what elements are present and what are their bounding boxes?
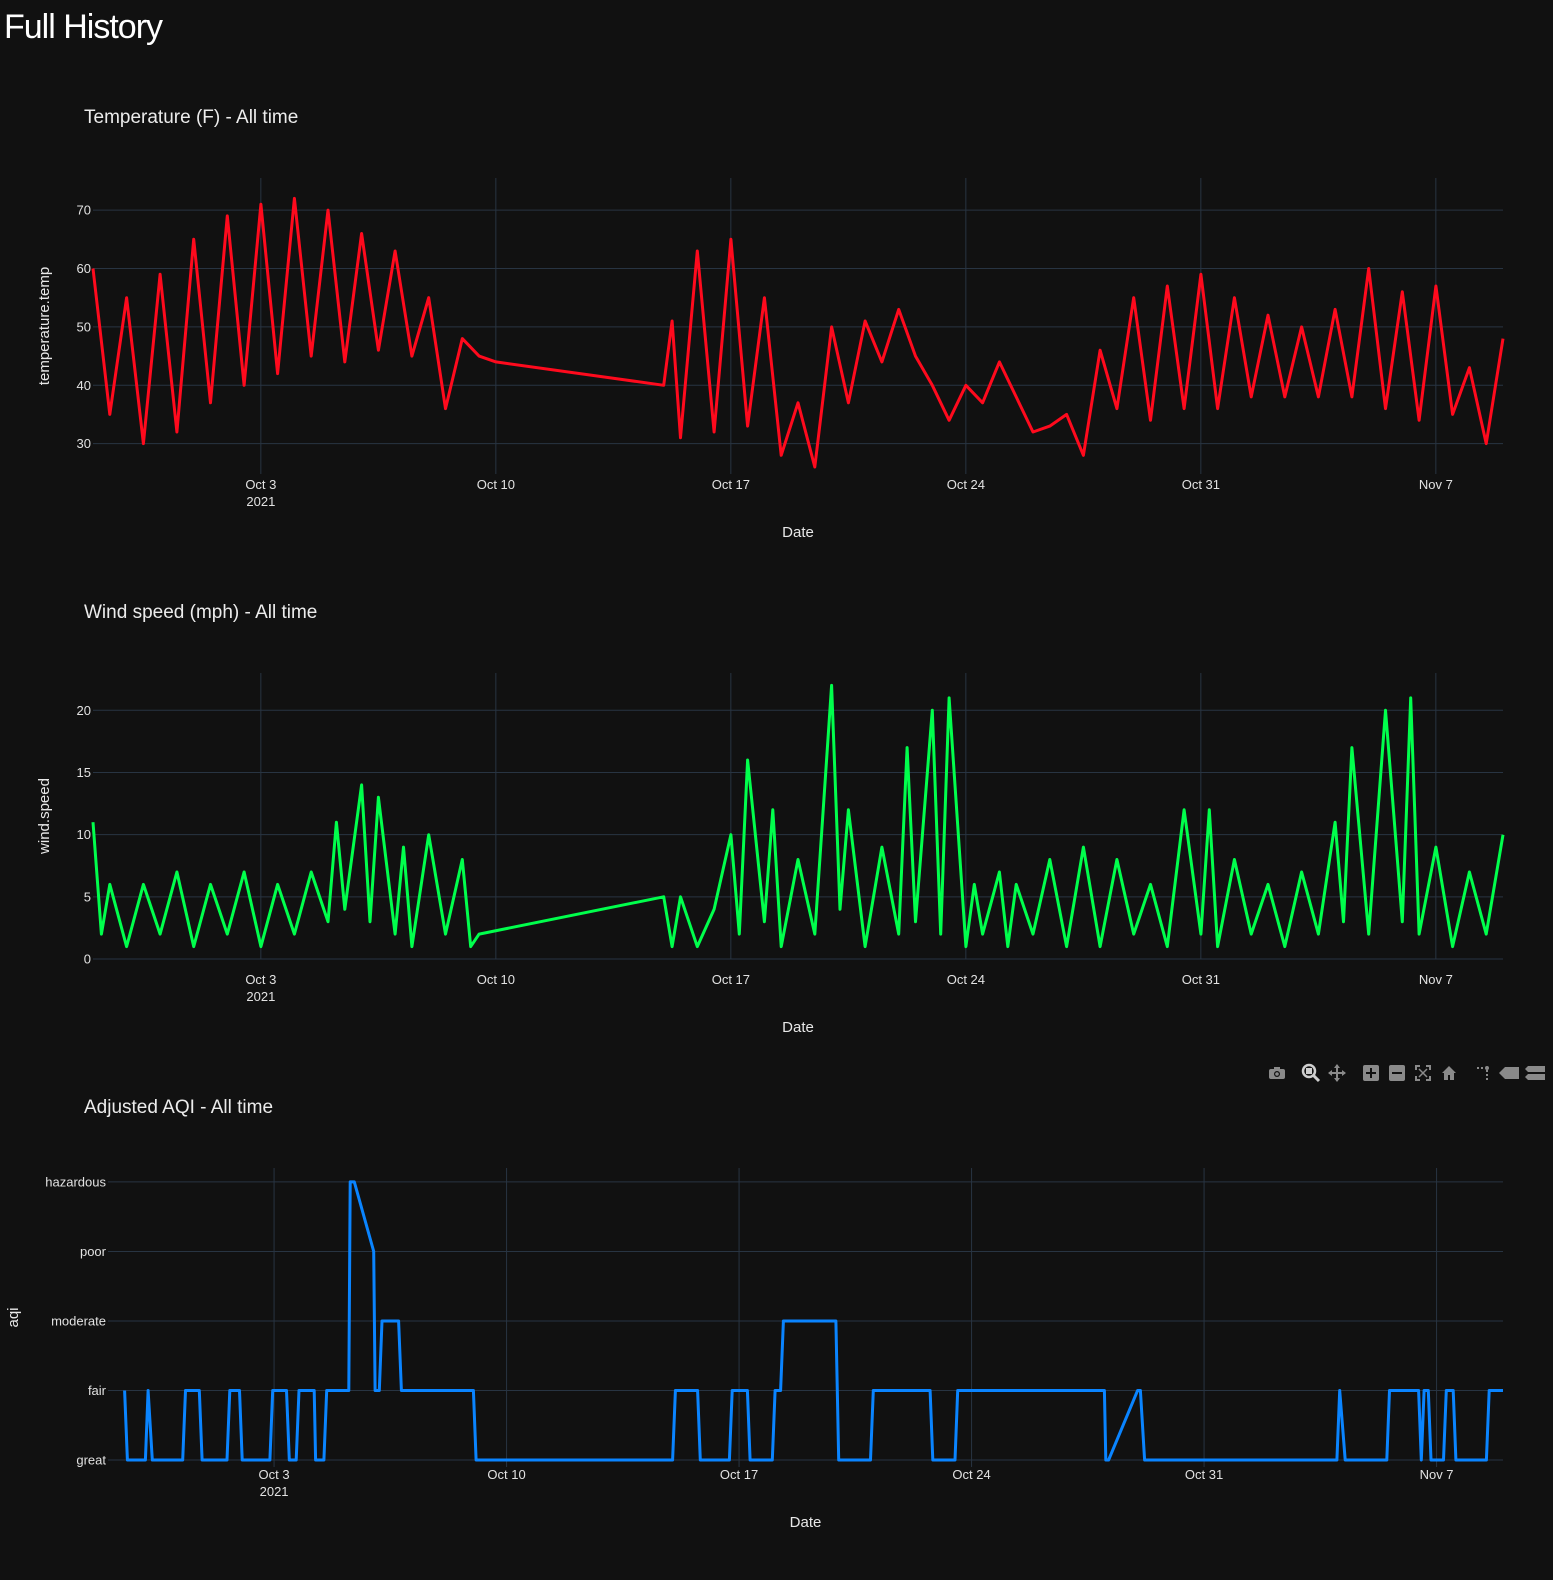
x-tick-label: Oct 17 xyxy=(712,972,750,987)
y-axis-title: wind.speed xyxy=(36,778,53,855)
x-tick-label: Oct 24 xyxy=(947,972,985,987)
y-axis-title: aqi xyxy=(5,1307,22,1327)
aqi-chart-svg: Adjusted AQI - All time Oct 3 2021 Oct 10 Oc… xyxy=(5,1097,1503,1531)
chart-title: Temperature (F) - All time xyxy=(84,107,298,128)
x-tick-label: Oct 10 xyxy=(477,477,515,492)
chart-modebar xyxy=(1264,1062,1548,1084)
y-tick-label: hazardous xyxy=(45,1174,106,1189)
pan-icon[interactable] xyxy=(1324,1062,1350,1084)
chart-title: Wind speed (mph) - All time xyxy=(84,602,317,623)
wind-speed-chart: Wind speed (mph) - All time Oct 3 2021 Oct … xyxy=(0,590,1553,1085)
zoom-icon[interactable] xyxy=(1298,1062,1324,1084)
y-tick-label: 40 xyxy=(77,378,91,393)
grid-lines xyxy=(108,1168,1503,1467)
x-tick-label: Oct 24 xyxy=(947,477,985,492)
y-tick-label: 30 xyxy=(77,436,91,451)
x-tick-label: Oct 31 xyxy=(1182,477,1220,492)
y-tick-label: 70 xyxy=(77,203,91,218)
spike-lines-icon[interactable] xyxy=(1470,1062,1496,1084)
x-tick-sublabel: 2021 xyxy=(246,989,275,1004)
y-tick-label: 20 xyxy=(77,703,91,718)
y-axis-title: temperature.temp xyxy=(36,267,53,385)
y-tick-label: 50 xyxy=(77,319,91,334)
reset-axes-icon[interactable] xyxy=(1436,1062,1462,1084)
zoom-out-icon[interactable] xyxy=(1384,1062,1410,1084)
hover-closest-icon[interactable] xyxy=(1496,1062,1522,1084)
y-tick-label: moderate xyxy=(51,1313,106,1328)
x-tick-label: Oct 3 xyxy=(259,1467,290,1482)
x-tick-label: Oct 31 xyxy=(1182,972,1220,987)
x-tick-label: Oct 3 xyxy=(245,477,276,492)
y-tick-label: 15 xyxy=(77,765,91,780)
x-tick-label: Nov 7 xyxy=(1419,972,1453,987)
y-tick-label: fair xyxy=(88,1383,107,1398)
temperature-chart: Temperature (F) - All time Oct 3 2021 Oct 1… xyxy=(0,95,1553,590)
x-tick-label: Oct 31 xyxy=(1185,1467,1223,1482)
camera-icon[interactable] xyxy=(1264,1062,1290,1084)
y-tick-label: 0 xyxy=(84,952,91,967)
x-axis-title: Date xyxy=(782,524,814,541)
y-tick-label: poor xyxy=(80,1244,107,1259)
y-tick-label: 5 xyxy=(84,889,91,904)
wind-speed-chart-svg: Wind speed (mph) - All time Oct 3 2021 Oct … xyxy=(36,602,1505,1036)
series-line xyxy=(91,196,1505,469)
x-tick-label: Oct 17 xyxy=(720,1467,758,1482)
page-title: Full History xyxy=(4,8,163,46)
zoom-in-icon[interactable] xyxy=(1358,1062,1384,1084)
x-tick-sublabel: 2021 xyxy=(246,494,275,509)
x-tick-label: Oct 3 xyxy=(245,972,276,987)
y-tick-label: 10 xyxy=(77,827,91,842)
x-tick-label: Oct 10 xyxy=(477,972,515,987)
hover-compare-icon[interactable] xyxy=(1522,1062,1548,1084)
x-tick-label: Oct 24 xyxy=(952,1467,990,1482)
x-axis-title: Date xyxy=(782,1019,814,1036)
aqi-chart: Adjusted AQI - All time Oct 3 2021 Oct 10 Oc… xyxy=(0,1085,1553,1580)
chart-title: Adjusted AQI - All time xyxy=(84,1097,273,1118)
series-line xyxy=(123,1180,1503,1462)
x-tick-label: Oct 17 xyxy=(712,477,750,492)
x-axis-title: Date xyxy=(790,1514,822,1531)
y-tick-label: 60 xyxy=(77,261,91,276)
autoscale-icon[interactable] xyxy=(1410,1062,1436,1084)
y-tick-label: great xyxy=(76,1453,106,1468)
x-tick-sublabel: 2021 xyxy=(260,1484,289,1499)
grid-lines xyxy=(93,178,1503,474)
grid-lines xyxy=(93,673,1503,960)
x-tick-label: Nov 7 xyxy=(1419,477,1453,492)
series-line xyxy=(91,683,1505,949)
temperature-chart-svg: Temperature (F) - All time Oct 3 2021 Oct 1… xyxy=(36,107,1505,541)
x-tick-label: Nov 7 xyxy=(1420,1467,1454,1482)
x-tick-label: Oct 10 xyxy=(487,1467,525,1482)
